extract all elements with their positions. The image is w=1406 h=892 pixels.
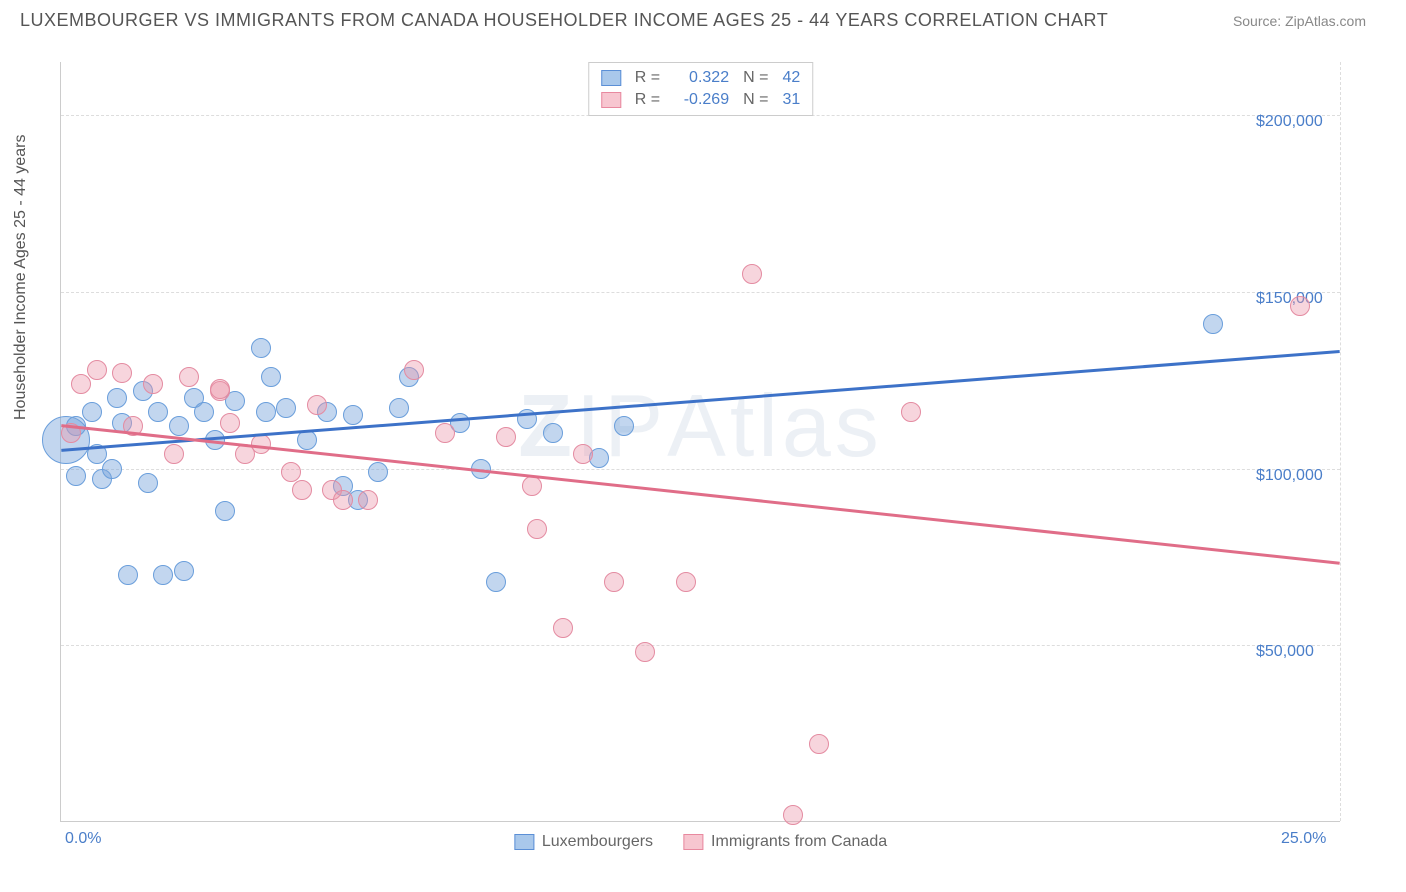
scatter-point: [215, 501, 235, 521]
scatter-point: [153, 565, 173, 585]
y-axis-label: Householder Income Ages 25 - 44 years: [12, 135, 30, 421]
scatter-point: [82, 402, 102, 422]
scatter-point: [220, 413, 240, 433]
gridline-h: [61, 645, 1340, 646]
x-tick-label: 0.0%: [65, 830, 101, 848]
scatter-point: [604, 572, 624, 592]
scatter-point: [261, 367, 281, 387]
scatter-point: [251, 434, 271, 454]
scatter-point: [87, 360, 107, 380]
scatter-point: [205, 430, 225, 450]
scatter-point: [297, 430, 317, 450]
scatter-point: [742, 264, 762, 284]
legend-series-item: Luxembourgers: [514, 833, 653, 851]
r-value: -0.269: [674, 91, 729, 109]
scatter-point: [179, 367, 199, 387]
legend-series-label: Immigrants from Canada: [711, 833, 887, 851]
scatter-point: [1203, 314, 1223, 334]
scatter-point: [486, 572, 506, 592]
chart-title: LUXEMBOURGER VS IMMIGRANTS FROM CANADA H…: [20, 10, 1108, 31]
scatter-point: [435, 423, 455, 443]
scatter-point: [517, 409, 537, 429]
scatter-point: [164, 444, 184, 464]
scatter-point: [174, 561, 194, 581]
legend-series-label: Luxembourgers: [542, 833, 653, 851]
scatter-point: [1290, 296, 1310, 316]
r-value: 0.322: [674, 69, 729, 87]
r-label: R =: [635, 69, 660, 87]
scatter-point: [333, 490, 353, 510]
n-value: 31: [782, 91, 800, 109]
scatter-point: [496, 427, 516, 447]
scatter-point: [635, 642, 655, 662]
scatter-point: [107, 388, 127, 408]
scatter-point: [292, 480, 312, 500]
scatter-point: [809, 734, 829, 754]
scatter-point: [251, 338, 271, 358]
gridline-v: [1340, 62, 1341, 821]
legend-swatch: [601, 70, 621, 86]
scatter-point: [169, 416, 189, 436]
scatter-point: [102, 459, 122, 479]
scatter-point: [404, 360, 424, 380]
scatter-point: [783, 805, 803, 825]
scatter-point: [143, 374, 163, 394]
scatter-point: [112, 363, 132, 383]
legend-series: Luxembourgers Immigrants from Canada: [514, 833, 887, 851]
legend-swatch: [683, 834, 703, 850]
legend-swatch: [514, 834, 534, 850]
scatter-point: [343, 405, 363, 425]
x-tick-label: 25.0%: [1281, 830, 1326, 848]
scatter-point: [61, 423, 81, 443]
source-prefix: Source:: [1233, 13, 1285, 29]
scatter-point: [276, 398, 296, 418]
scatter-point: [471, 459, 491, 479]
scatter-point: [358, 490, 378, 510]
scatter-point: [66, 466, 86, 486]
scatter-point: [256, 402, 276, 422]
scatter-point: [573, 444, 593, 464]
scatter-point: [123, 416, 143, 436]
scatter-point: [118, 565, 138, 585]
legend-stats-row: R = -0.269 N = 31: [601, 89, 800, 111]
gridline-h: [61, 292, 1340, 293]
scatter-point: [194, 402, 214, 422]
legend-series-item: Immigrants from Canada: [683, 833, 887, 851]
y-tick-label: $200,000: [1256, 113, 1323, 131]
n-label: N =: [743, 91, 768, 109]
scatter-point: [148, 402, 168, 422]
scatter-point: [527, 519, 547, 539]
n-value: 42: [782, 69, 800, 87]
chart-plot-area: ZIPAtlas $50,000$100,000$150,000$200,000…: [60, 62, 1340, 822]
y-tick-label: $50,000: [1256, 643, 1314, 661]
source-name: ZipAtlas.com: [1285, 13, 1366, 29]
scatter-point: [210, 379, 230, 399]
r-label: R =: [635, 91, 660, 109]
scatter-point: [522, 476, 542, 496]
scatter-point: [676, 572, 696, 592]
legend-stats: R = 0.322 N = 42 R = -0.269 N = 31: [588, 62, 813, 116]
scatter-point: [389, 398, 409, 418]
y-tick-label: $100,000: [1256, 467, 1323, 485]
scatter-point: [614, 416, 634, 436]
scatter-point: [901, 402, 921, 422]
source-label: Source: ZipAtlas.com: [1233, 13, 1366, 29]
scatter-point: [307, 395, 327, 415]
scatter-point: [138, 473, 158, 493]
n-label: N =: [743, 69, 768, 87]
scatter-point: [71, 374, 91, 394]
legend-swatch: [601, 92, 621, 108]
scatter-point: [543, 423, 563, 443]
scatter-point: [553, 618, 573, 638]
watermark: ZIPAtlas: [518, 375, 883, 477]
scatter-point: [368, 462, 388, 482]
legend-stats-row: R = 0.322 N = 42: [601, 67, 800, 89]
